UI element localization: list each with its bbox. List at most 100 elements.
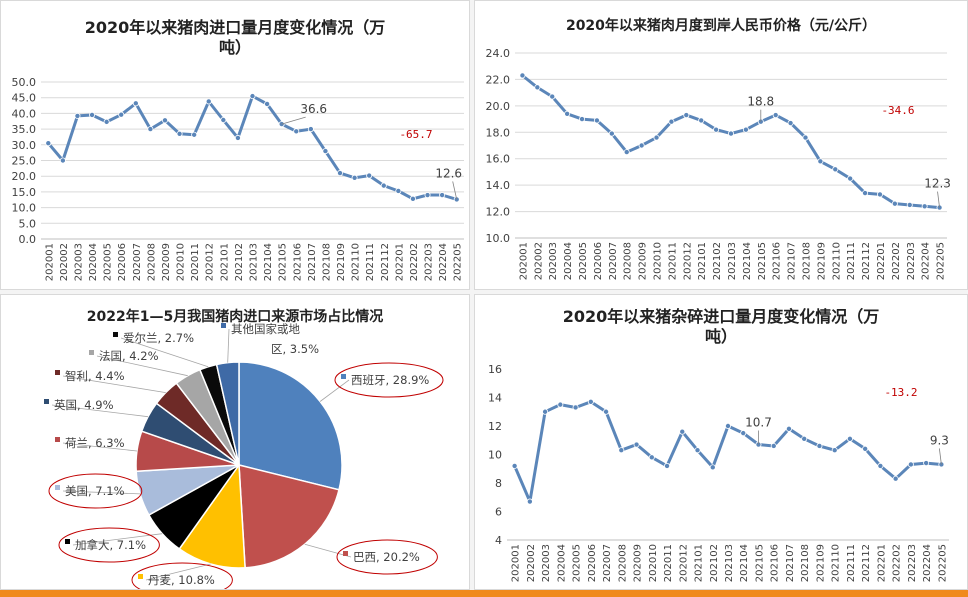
data-point	[618, 447, 625, 454]
chart-title-line-1: 2020年以来猪杂碎进口量月度变化情况（万	[562, 307, 880, 326]
pie-label: 爱尔兰, 2.7%	[123, 331, 194, 345]
pie-label: 智利, 4.4%	[65, 369, 125, 383]
x-tick-label: 202204	[438, 243, 449, 281]
data-point	[534, 84, 541, 91]
y-tick-label: 16	[488, 363, 502, 376]
x-tick-label: 202102	[709, 544, 720, 582]
pie-label: 英国, 4.9%	[54, 398, 114, 412]
series-line	[521, 74, 940, 210]
pie-label: 西班牙, 28.9%	[351, 373, 429, 387]
data-point	[787, 120, 794, 127]
change-label: -34.6	[881, 104, 914, 117]
data-point	[698, 117, 705, 124]
data-point	[801, 435, 808, 442]
data-point	[832, 166, 839, 173]
data-label: 9.3	[930, 433, 949, 447]
data-point	[161, 117, 168, 124]
label-key	[138, 574, 143, 579]
x-tick-label: 202201	[394, 243, 405, 281]
data-point	[633, 441, 640, 448]
data-point	[89, 111, 96, 118]
x-tick-label: 202006	[587, 544, 598, 582]
x-tick-label: 202009	[638, 242, 649, 280]
label-leader	[51, 404, 149, 418]
x-tick-label: 202005	[103, 243, 114, 281]
y-tick-label: 30.0	[12, 139, 37, 152]
label-key	[89, 350, 94, 355]
y-tick-label: 16.0	[486, 153, 511, 166]
x-tick-label: 202011	[663, 544, 674, 582]
label-key	[341, 374, 346, 379]
data-point	[118, 111, 125, 118]
chart-title: 2020年以来猪杂碎进口量月度变化情况（万 吨）	[475, 307, 967, 347]
x-tick-label: 202103	[249, 243, 260, 281]
highlight-oval	[334, 362, 444, 398]
x-tick-label: 202002	[533, 242, 544, 280]
data-point	[785, 425, 792, 432]
x-tick-label: 202104	[742, 242, 753, 280]
x-tick-label: 202205	[936, 242, 947, 280]
data-label: 18.8	[747, 95, 774, 109]
chart-title-line-2: 吨）	[704, 327, 737, 346]
data-point	[176, 130, 183, 137]
x-tick-label: 202105	[757, 242, 768, 280]
label-key	[221, 323, 226, 328]
y-tick-label: 14	[488, 392, 502, 405]
data-point	[542, 408, 549, 415]
x-tick-label: 202003	[541, 544, 552, 582]
data-point	[322, 148, 329, 155]
x-tick-label: 202106	[772, 242, 783, 280]
label-leader	[227, 328, 230, 363]
x-tick-label: 202202	[891, 242, 902, 280]
x-tick-label: 202111	[846, 242, 857, 280]
data-point	[293, 128, 300, 135]
label-key	[113, 332, 118, 337]
x-tick-label: 202203	[424, 243, 435, 281]
data-point	[862, 190, 869, 197]
label-key	[55, 437, 60, 442]
chart-title: 2020年以来猪肉进口量月度变化情况（万 吨）	[1, 18, 469, 58]
data-point	[409, 195, 416, 202]
line-chart-svg: 4 6 8 10 12 14 16 202001 202002 202003 202004 20200…	[488, 363, 949, 582]
pie-slice	[178, 462, 246, 569]
x-tick-label: 202108	[321, 243, 332, 281]
data-point	[191, 131, 198, 138]
line-chart-svg: 10.0 12.0 14.0 16.0 18.0 20.0 22.0 24.0 202001 20…	[486, 47, 951, 280]
y-tick-label: 4	[495, 534, 502, 547]
x-tick-label: 202104	[739, 544, 750, 582]
data-point	[549, 93, 556, 100]
x-tick-label: 202103	[724, 544, 735, 582]
data-point	[892, 475, 899, 482]
highlight-oval	[48, 473, 143, 509]
data-point	[921, 203, 928, 210]
data-point	[679, 428, 686, 435]
data-point	[603, 408, 610, 415]
label-leader	[62, 490, 141, 495]
highlight-oval	[58, 527, 160, 563]
x-tick-label: 202109	[815, 544, 826, 582]
data-point	[59, 157, 66, 164]
label-key	[65, 539, 70, 544]
x-tick-label: 202007	[608, 242, 619, 280]
data-point	[772, 112, 779, 119]
x-tick-label: 202002	[526, 544, 537, 582]
y-tick-label: 35.0	[12, 123, 37, 136]
x-tick-label: 202007	[132, 243, 143, 281]
data-point	[74, 112, 81, 119]
x-tick-label: 202108	[801, 242, 812, 280]
x-tick-label: 202205	[937, 544, 948, 582]
data-point	[802, 134, 809, 141]
data-point	[366, 172, 373, 179]
label-leader	[72, 533, 163, 546]
data-point	[847, 175, 854, 182]
x-tick-label: 202108	[800, 544, 811, 582]
data-point	[307, 126, 314, 133]
change-label: -13.2	[884, 386, 917, 399]
x-tick-label: 202109	[816, 242, 827, 280]
x-tick-label: 202003	[73, 243, 84, 281]
pie-slice	[215, 361, 240, 466]
pie-label: 区, 3.5%	[271, 342, 319, 356]
x-tick-label: 202012	[678, 544, 689, 582]
data-point	[147, 126, 154, 133]
data-label: 10.7	[745, 416, 772, 430]
